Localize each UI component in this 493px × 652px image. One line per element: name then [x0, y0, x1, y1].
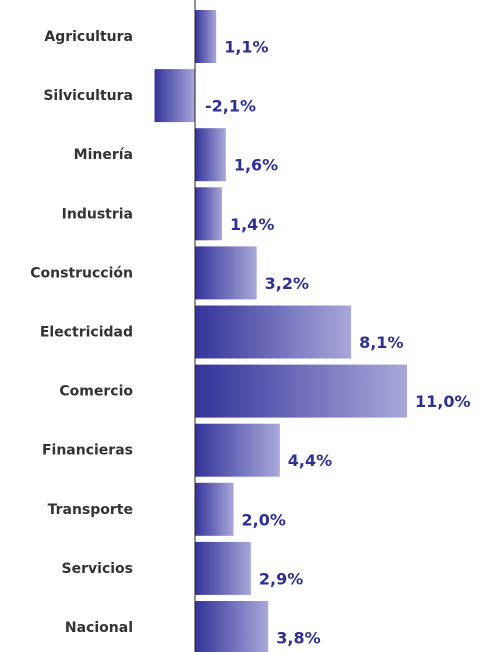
value-label: 1,4% — [230, 215, 274, 234]
value-label: 2,0% — [242, 510, 286, 529]
value-label: 1,6% — [234, 156, 278, 175]
category-label: Industria — [62, 206, 133, 222]
category-label: Servicios — [62, 561, 133, 577]
category-label: Financieras — [42, 443, 133, 459]
bar — [195, 601, 269, 652]
bar — [195, 187, 222, 241]
bar — [195, 305, 352, 359]
value-label: 8,1% — [359, 333, 403, 352]
category-label: Agricultura — [44, 29, 133, 45]
value-label: -2,1% — [205, 97, 256, 116]
category-label: Construcción — [30, 265, 133, 281]
bar — [195, 423, 280, 477]
category-label: Silvicultura — [43, 88, 133, 104]
bar — [195, 10, 217, 63]
category-label: Electricidad — [40, 325, 133, 341]
value-label: 3,8% — [276, 629, 320, 648]
category-label: Comercio — [59, 384, 133, 400]
value-label: 11,0% — [415, 392, 471, 411]
bar — [195, 128, 226, 182]
bar — [195, 364, 407, 418]
category-label: Transporte — [48, 502, 133, 518]
value-label: 4,4% — [288, 451, 332, 470]
bar — [195, 482, 234, 536]
category-label: Nacional — [65, 620, 133, 636]
bar — [195, 246, 257, 300]
bar — [195, 541, 251, 595]
value-label: 3,2% — [265, 274, 309, 293]
category-label: Minería — [74, 147, 133, 163]
value-label: 2,9% — [259, 569, 303, 588]
value-label: 1,1% — [224, 38, 268, 57]
bar — [154, 69, 195, 123]
